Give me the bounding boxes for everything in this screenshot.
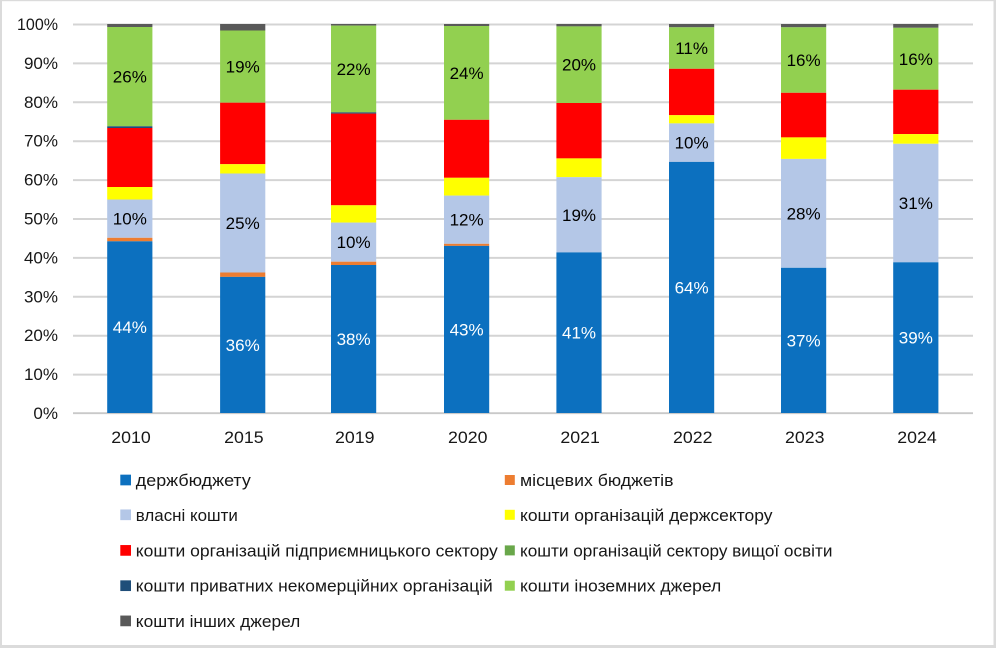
svg-text:16%: 16%	[899, 50, 933, 69]
svg-text:кошти організацій сектору вищо: кошти організацій сектору вищої освіти	[520, 541, 832, 560]
svg-text:37%: 37%	[787, 331, 821, 350]
svg-text:80%: 80%	[24, 93, 58, 112]
svg-text:100%: 100%	[17, 15, 58, 34]
svg-text:41%: 41%	[562, 324, 596, 343]
svg-text:0%: 0%	[33, 404, 58, 423]
svg-text:25%: 25%	[226, 214, 260, 233]
svg-text:2010: 2010	[111, 428, 151, 447]
svg-text:20%: 20%	[24, 326, 58, 345]
svg-text:70%: 70%	[24, 132, 58, 151]
svg-text:20%: 20%	[562, 56, 596, 75]
svg-text:10%: 10%	[337, 233, 371, 252]
svg-text:12%: 12%	[450, 211, 484, 230]
svg-text:50%: 50%	[24, 210, 58, 229]
svg-text:19%: 19%	[226, 58, 260, 77]
svg-text:24%: 24%	[450, 64, 484, 83]
svg-text:31%: 31%	[899, 194, 933, 213]
svg-text:64%: 64%	[675, 279, 709, 298]
svg-text:держбюджету: держбюджету	[136, 471, 252, 490]
svg-text:кошти організацій держсектору: кошти організацій держсектору	[520, 506, 773, 525]
svg-text:40%: 40%	[24, 248, 58, 267]
svg-text:2020: 2020	[448, 428, 488, 447]
svg-text:2023: 2023	[785, 428, 825, 447]
svg-text:16%: 16%	[787, 51, 821, 70]
svg-text:10%: 10%	[675, 134, 709, 153]
svg-text:місцевих бюджетів: місцевих бюджетів	[520, 471, 674, 490]
svg-text:44%: 44%	[113, 318, 147, 337]
svg-text:43%: 43%	[450, 321, 484, 340]
svg-text:2022: 2022	[673, 428, 713, 447]
svg-text:2015: 2015	[224, 428, 264, 447]
svg-text:11%: 11%	[675, 39, 708, 58]
svg-text:10%: 10%	[24, 365, 58, 384]
svg-text:10%: 10%	[113, 210, 147, 229]
svg-text:2024: 2024	[897, 428, 937, 447]
svg-text:2021: 2021	[560, 428, 600, 447]
svg-text:кошти організацій підприємниць: кошти організацій підприємницького секто…	[136, 541, 499, 560]
svg-text:90%: 90%	[24, 54, 58, 73]
svg-text:кошти приватних некомерційних: кошти приватних некомерційних організаці…	[136, 577, 493, 596]
svg-text:38%: 38%	[337, 330, 371, 349]
svg-text:22%: 22%	[337, 60, 371, 79]
svg-text:власні кошти: власні кошти	[136, 506, 238, 525]
svg-text:36%: 36%	[226, 336, 260, 355]
svg-text:кошти іноземних джерел: кошти іноземних джерел	[520, 577, 721, 596]
svg-text:2019: 2019	[335, 428, 375, 447]
svg-text:19%: 19%	[562, 206, 596, 225]
svg-text:39%: 39%	[899, 329, 933, 348]
svg-text:30%: 30%	[24, 287, 58, 306]
svg-text:кошти інших джерел: кошти інших джерел	[136, 612, 301, 631]
svg-text:28%: 28%	[787, 204, 821, 223]
svg-text:60%: 60%	[24, 171, 58, 190]
svg-text:26%: 26%	[113, 68, 147, 87]
